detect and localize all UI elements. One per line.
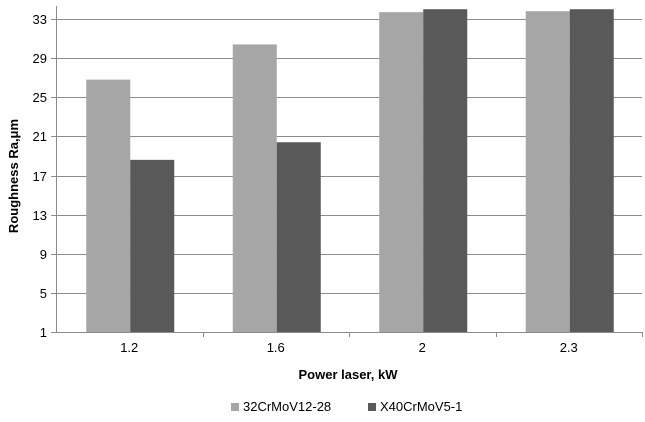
bars — [86, 9, 614, 333]
legend: 32CrMoV12-28 X40CrMoV5-1 — [231, 399, 462, 414]
y-tick-label: 29 — [33, 51, 47, 66]
axes — [51, 6, 643, 337]
bar-x40crmov5-1-2.3 — [569, 9, 614, 332]
x-tick-label: 2 — [419, 340, 426, 355]
y-axis-title: Roughness Ra,μm — [6, 119, 21, 233]
y-tick-label: 21 — [33, 129, 47, 144]
x-tick-label: 1.6 — [267, 340, 285, 355]
legend-label: X40CrMoV5-1 — [380, 399, 462, 414]
x-tick-label: 1.2 — [120, 340, 138, 355]
y-tick-label: 1 — [40, 325, 47, 340]
y-tick-label: 13 — [33, 208, 47, 223]
x-axis-title: Power laser, kW — [299, 367, 399, 382]
bar-x40crmov5-1-1.2 — [130, 159, 175, 332]
legend-label: 32CrMoV12-28 — [243, 399, 331, 414]
bar-32crmov12-28-1.6 — [232, 44, 277, 333]
y-tick-labels: 1 5 9 13 17 21 25 29 33 — [33, 12, 47, 340]
x-tick-labels: 1.2 1.6 2 2.3 — [120, 340, 578, 355]
y-tick-label: 25 — [33, 90, 47, 105]
legend-swatch — [368, 403, 376, 411]
bar-x40crmov5-1-2 — [423, 9, 468, 332]
y-tick-label: 9 — [40, 247, 47, 262]
bar-32crmov12-28-2.3 — [525, 11, 570, 333]
bar-32crmov12-28-1.2 — [86, 79, 131, 332]
legend-swatch — [231, 403, 239, 411]
bar-x40crmov5-1-1.6 — [276, 142, 321, 332]
y-tick-label: 33 — [33, 12, 47, 27]
y-tick-label: 17 — [33, 169, 47, 184]
y-tick-label: 5 — [40, 286, 47, 301]
x-tick-label: 2.3 — [560, 340, 578, 355]
bar-32crmov12-28-2 — [379, 12, 424, 332]
